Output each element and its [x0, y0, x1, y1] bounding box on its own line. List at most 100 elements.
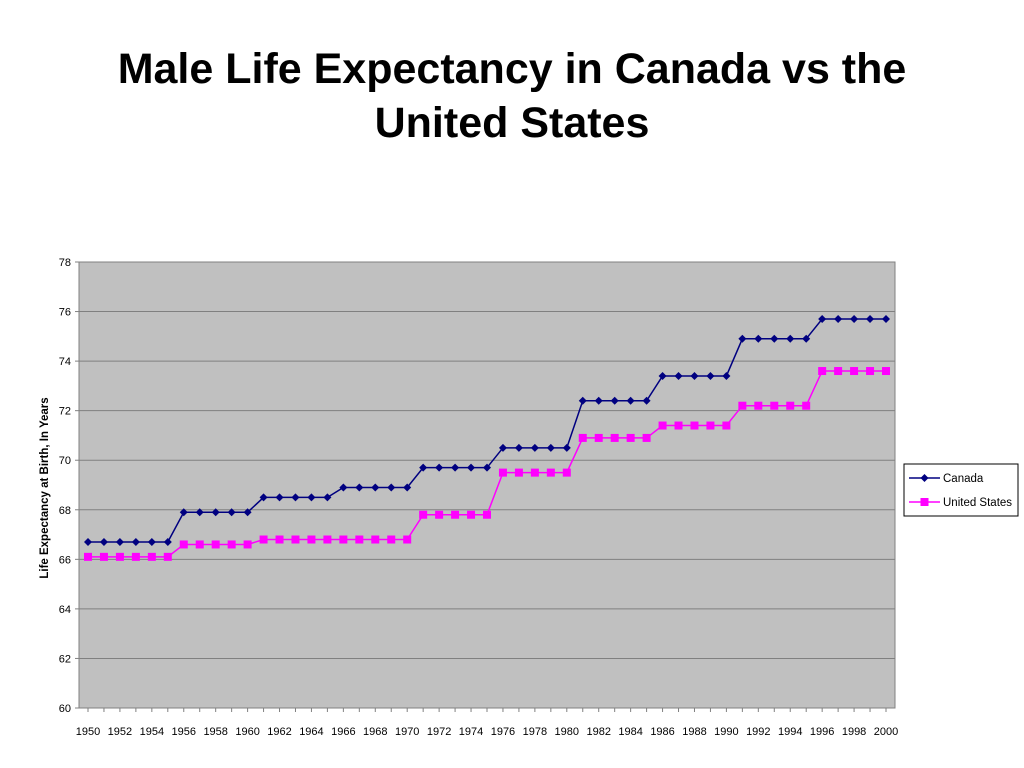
point-united-states-2000 — [882, 367, 890, 376]
x-tick-label-1954: 1954 — [140, 726, 164, 738]
point-united-states-1968 — [371, 535, 380, 544]
x-tick-label-1984: 1984 — [618, 726, 642, 738]
point-canada-1983 — [610, 396, 619, 405]
x-tick-label-1974: 1974 — [459, 726, 483, 738]
point-canada-1961 — [259, 493, 268, 502]
point-canada-1994 — [786, 334, 795, 343]
point-canada-1957 — [195, 508, 204, 517]
point-united-states-1969 — [387, 535, 396, 544]
point-canada-1991 — [738, 334, 747, 343]
point-united-states-1961 — [259, 535, 268, 544]
point-united-states-1990 — [722, 421, 731, 430]
point-united-states-1985 — [642, 433, 651, 442]
x-tick-label-1994: 1994 — [778, 726, 802, 738]
point-united-states-1999 — [866, 367, 875, 376]
legend-marker-canada — [920, 474, 929, 482]
point-united-states-1950 — [84, 552, 92, 561]
point-united-states-1965 — [323, 535, 332, 544]
point-canada-1992 — [754, 334, 763, 343]
x-tick-label-1950: 1950 — [76, 726, 100, 738]
x-tick-label-1988: 1988 — [682, 726, 706, 738]
x-tick-label-1958: 1958 — [203, 726, 227, 738]
point-united-states-1976 — [498, 468, 507, 477]
point-canada-1969 — [387, 483, 396, 492]
x-tick-label-1992: 1992 — [746, 726, 770, 738]
point-united-states-1966 — [339, 535, 348, 544]
point-canada-1970 — [403, 483, 412, 492]
plot-area — [78, 261, 896, 709]
point-united-states-1960 — [243, 540, 252, 549]
point-canada-1968 — [371, 483, 380, 492]
y-tick-label-76: 76 — [59, 307, 71, 319]
point-canada-1987 — [674, 371, 683, 380]
point-canada-1990 — [722, 371, 731, 380]
y-tick-label-62: 62 — [59, 653, 71, 665]
point-united-states-1977 — [514, 468, 523, 477]
point-canada-1975 — [483, 463, 491, 472]
point-canada-1965 — [323, 493, 332, 502]
x-tick-label-1970: 1970 — [395, 726, 419, 738]
point-united-states-1996 — [818, 367, 827, 376]
point-canada-1955 — [163, 537, 172, 546]
point-united-states-1992 — [754, 401, 763, 410]
point-united-states-1983 — [610, 433, 619, 442]
point-united-states-1991 — [738, 401, 747, 410]
x-tick-label-1986: 1986 — [650, 726, 674, 738]
point-canada-1960 — [243, 508, 252, 517]
point-united-states-1971 — [419, 510, 428, 519]
y-tick-label-64: 64 — [59, 604, 71, 616]
point-canada-1967 — [355, 483, 364, 492]
point-united-states-1997 — [834, 367, 843, 376]
point-canada-1995 — [802, 334, 811, 343]
point-united-states-1953 — [131, 552, 140, 561]
point-united-states-1979 — [546, 468, 555, 477]
x-tick-label-1998: 1998 — [842, 726, 866, 738]
point-canada-1982 — [594, 396, 603, 405]
point-canada-1998 — [850, 314, 859, 323]
series-united-states — [84, 367, 890, 561]
point-united-states-1984 — [626, 433, 635, 442]
point-united-states-1974 — [467, 510, 476, 519]
point-canada-1989 — [706, 371, 715, 380]
y-axis-ticks: 60 62 64 66 68 70 72 74 76 78 — [59, 257, 79, 715]
x-axis-ticks: 1950 1952 1954 1956 1958 1960 1962 1964 1966 1968… — [76, 708, 898, 738]
x-tick-label-1966: 1966 — [331, 726, 355, 738]
point-canada-1979 — [546, 443, 555, 452]
x-tick-label-1978: 1978 — [523, 726, 547, 738]
point-canada-1988 — [690, 371, 699, 380]
y-tick-label-68: 68 — [59, 505, 71, 517]
x-tick-label-1956: 1956 — [172, 726, 196, 738]
x-tick-label-1996: 1996 — [810, 726, 834, 738]
x-tick-label-1962: 1962 — [267, 726, 291, 738]
point-united-states-1982 — [594, 433, 603, 442]
point-united-states-1970 — [403, 535, 412, 544]
point-canada-1980 — [562, 443, 571, 452]
point-canada-1981 — [578, 396, 587, 405]
point-canada-1953 — [131, 537, 140, 546]
point-united-states-1957 — [195, 540, 204, 549]
chart-title: Male Life Expectancy in Canada vs the Un… — [0, 42, 1024, 150]
x-tick-label-1990: 1990 — [714, 726, 738, 738]
series-layer — [84, 314, 890, 561]
point-canada-1997 — [834, 314, 843, 323]
point-canada-1999 — [866, 314, 875, 323]
point-united-states-1978 — [530, 468, 539, 477]
point-united-states-1989 — [706, 421, 715, 430]
grid-lines — [79, 261, 895, 659]
y-axis-title: Life Expectancy at Birth, In Years — [39, 397, 51, 578]
legend-marker-united-states — [920, 498, 929, 506]
point-canada-1985 — [642, 396, 651, 405]
point-united-states-1994 — [786, 401, 795, 410]
x-tick-label-1968: 1968 — [363, 726, 387, 738]
point-united-states-1986 — [658, 421, 667, 430]
point-canada-1962 — [275, 493, 284, 502]
point-canada-1972 — [435, 463, 444, 472]
point-united-states-1952 — [115, 552, 124, 561]
x-tick-label-1952: 1952 — [108, 726, 132, 738]
point-united-states-1964 — [307, 535, 316, 544]
point-canada-1977 — [514, 443, 523, 452]
point-canada-1964 — [307, 493, 316, 502]
point-united-states-1972 — [435, 510, 444, 519]
point-united-states-1956 — [179, 540, 188, 549]
point-canada-1973 — [451, 463, 460, 472]
